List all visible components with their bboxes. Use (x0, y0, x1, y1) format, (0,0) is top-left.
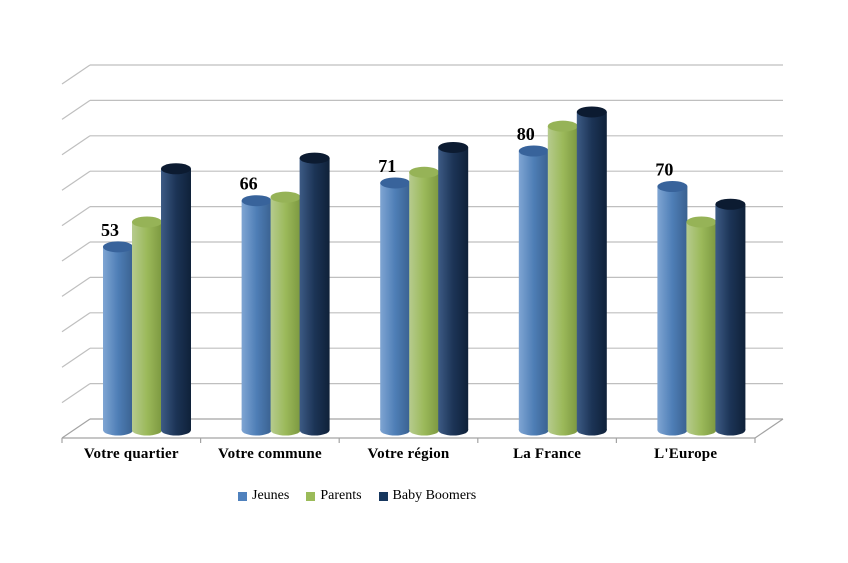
value-label-l-europe: 70 (655, 160, 673, 180)
gridline-depth-edge (61, 64, 91, 85)
bar-jeunes-la-france (518, 145, 549, 436)
bar-baby-boomers-l-europe (715, 198, 746, 436)
legend-marker-baby-boomers (378, 491, 388, 501)
category-label-la-france: La France (513, 446, 582, 462)
bar-baby-boomers-la-france (576, 106, 607, 436)
category-label-votre-quartier: Votre quartier (83, 446, 179, 462)
value-label-votre-commune: 66 (240, 174, 258, 194)
value-label-votre-quartier: 53 (101, 220, 119, 240)
category-label-votre-commune: Votre commune (217, 446, 322, 462)
gridline-depth-edge (61, 99, 91, 120)
value-label-votre-r-gion: 71 (378, 156, 396, 176)
gridline-depth-edge (61, 418, 91, 439)
legend-marker-parents (306, 491, 316, 501)
bar-parents-votre-r-gion (409, 166, 440, 436)
gridline-depth-edge (61, 312, 91, 333)
bar-parents-votre-commune (270, 191, 301, 436)
gridline-depth-edge (61, 276, 91, 297)
legend-item-parents: Parents (306, 488, 362, 504)
legend-marker-jeunes (238, 491, 247, 501)
gridline-depth-edge (61, 241, 91, 262)
bar-parents-l-europe (686, 216, 717, 436)
bar-parents-la-france (547, 120, 578, 436)
gridline-depth-edge (61, 170, 91, 191)
bar-baby-boomers-votre-r-gion (438, 141, 469, 436)
legend-item-baby-boomers: Baby Boomers (378, 488, 477, 504)
legend-label-baby-boomers: Baby Boomers (392, 488, 477, 503)
bar-parents-votre-quartier (132, 216, 162, 436)
legend-label-parents: Parents (320, 488, 362, 503)
bar-baby-boomers-votre-quartier (161, 163, 191, 436)
floor-right-edge (754, 418, 784, 439)
bar-jeunes-votre-quartier (103, 241, 133, 436)
gridline-depth-edge (61, 383, 91, 404)
bar-baby-boomers-votre-commune (299, 152, 330, 436)
category-label-votre-r-gion: Votre région (367, 446, 450, 462)
value-label-la-france: 80 (517, 124, 535, 144)
legend-label-jeunes: Jeunes (252, 488, 290, 503)
bar-jeunes-votre-r-gion (380, 177, 411, 436)
legend: Jeunes Parents Baby Boomers (238, 488, 476, 504)
gridline-depth-edge (61, 135, 91, 156)
legend-item-jeunes: Jeunes (238, 488, 289, 504)
gridline-depth-edge (61, 347, 91, 368)
gridline-depth-edge (61, 206, 91, 227)
category-label-l-europe: L'Europe (654, 446, 718, 462)
bar-jeunes-votre-commune (241, 195, 272, 436)
bar-jeunes-l-europe (657, 181, 688, 436)
